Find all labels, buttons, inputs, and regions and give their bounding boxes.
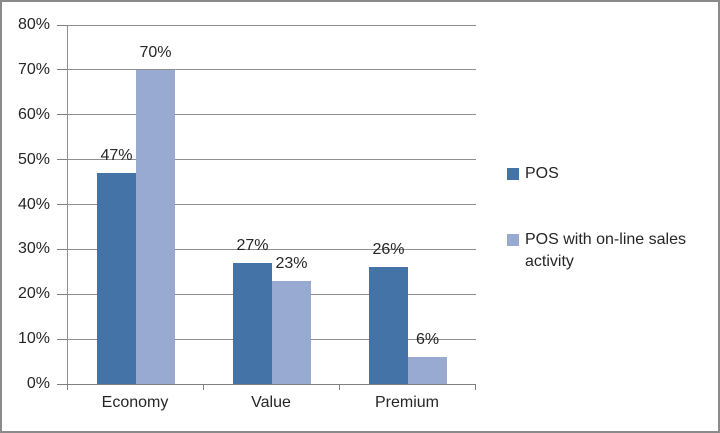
- bar-data-label: 26%: [372, 241, 405, 259]
- y-axis-tick: [57, 338, 67, 340]
- y-axis-tick: [57, 114, 67, 116]
- bar-pos-value: [233, 262, 272, 384]
- legend-label: POS: [525, 165, 559, 182]
- bar-pos-premium: [408, 357, 447, 384]
- gridline: [68, 204, 476, 205]
- plot-area: 47% 70% 27% 23% 26% 6%: [67, 24, 476, 384]
- bar-data-label: 6%: [415, 331, 440, 349]
- legend-label: POS with on-line sales activity: [525, 231, 686, 270]
- legend-swatch-pos-online: [507, 234, 519, 246]
- y-axis-tick: [57, 383, 67, 385]
- y-axis-tick-label: 50%: [17, 150, 50, 168]
- y-axis-tick: [57, 293, 67, 295]
- bar-data-label: 70%: [139, 43, 172, 61]
- x-axis-tick: [339, 384, 340, 390]
- y-axis-tick-label: 40%: [17, 195, 50, 213]
- x-axis-tick: [475, 384, 476, 390]
- bar-pos-value: [272, 280, 311, 384]
- gridline: [68, 69, 476, 71]
- x-axis-tick: [67, 384, 68, 390]
- legend: POS POS with on-line sales activity: [507, 163, 712, 273]
- legend-swatch-pos: [507, 168, 519, 180]
- y-axis-tick-label: 20%: [17, 285, 50, 303]
- x-axis-tick: [203, 384, 204, 390]
- y-axis-tick-label: 80%: [17, 16, 50, 33]
- bar-pos-premium: [369, 267, 408, 384]
- legend-entry: POS: [507, 163, 712, 185]
- y-axis-tick: [57, 24, 67, 26]
- y-axis-tick-label: 30%: [17, 240, 50, 258]
- y-axis-tick: [57, 69, 67, 71]
- y-axis-tick: [57, 204, 67, 205]
- x-axis-category-label: Economy: [101, 394, 169, 411]
- bar-pos-economy: [97, 173, 136, 384]
- bar-pos-economy: [136, 69, 175, 384]
- x-axis-category-label: Premium: [374, 394, 439, 411]
- y-axis-tick: [57, 248, 67, 250]
- gridline: [68, 248, 476, 250]
- gridline: [68, 159, 476, 161]
- y-axis-tick-label: 60%: [17, 105, 50, 123]
- x-axis-line: [57, 384, 476, 385]
- gridline: [68, 24, 476, 26]
- y-axis-tick-label: 70%: [17, 60, 50, 78]
- x-axis-category-label: Value: [251, 394, 291, 411]
- bar-data-label: 27%: [236, 236, 269, 254]
- y-axis-tick-label: 0%: [26, 375, 50, 392]
- gridline: [68, 114, 476, 116]
- y-axis-tick: [57, 159, 67, 161]
- legend-entry: POS with on-line sales activity: [507, 229, 712, 273]
- bar-data-label: 23%: [275, 254, 308, 272]
- y-axis-tick-label: 10%: [17, 330, 50, 348]
- bar-data-label: 47%: [100, 147, 133, 165]
